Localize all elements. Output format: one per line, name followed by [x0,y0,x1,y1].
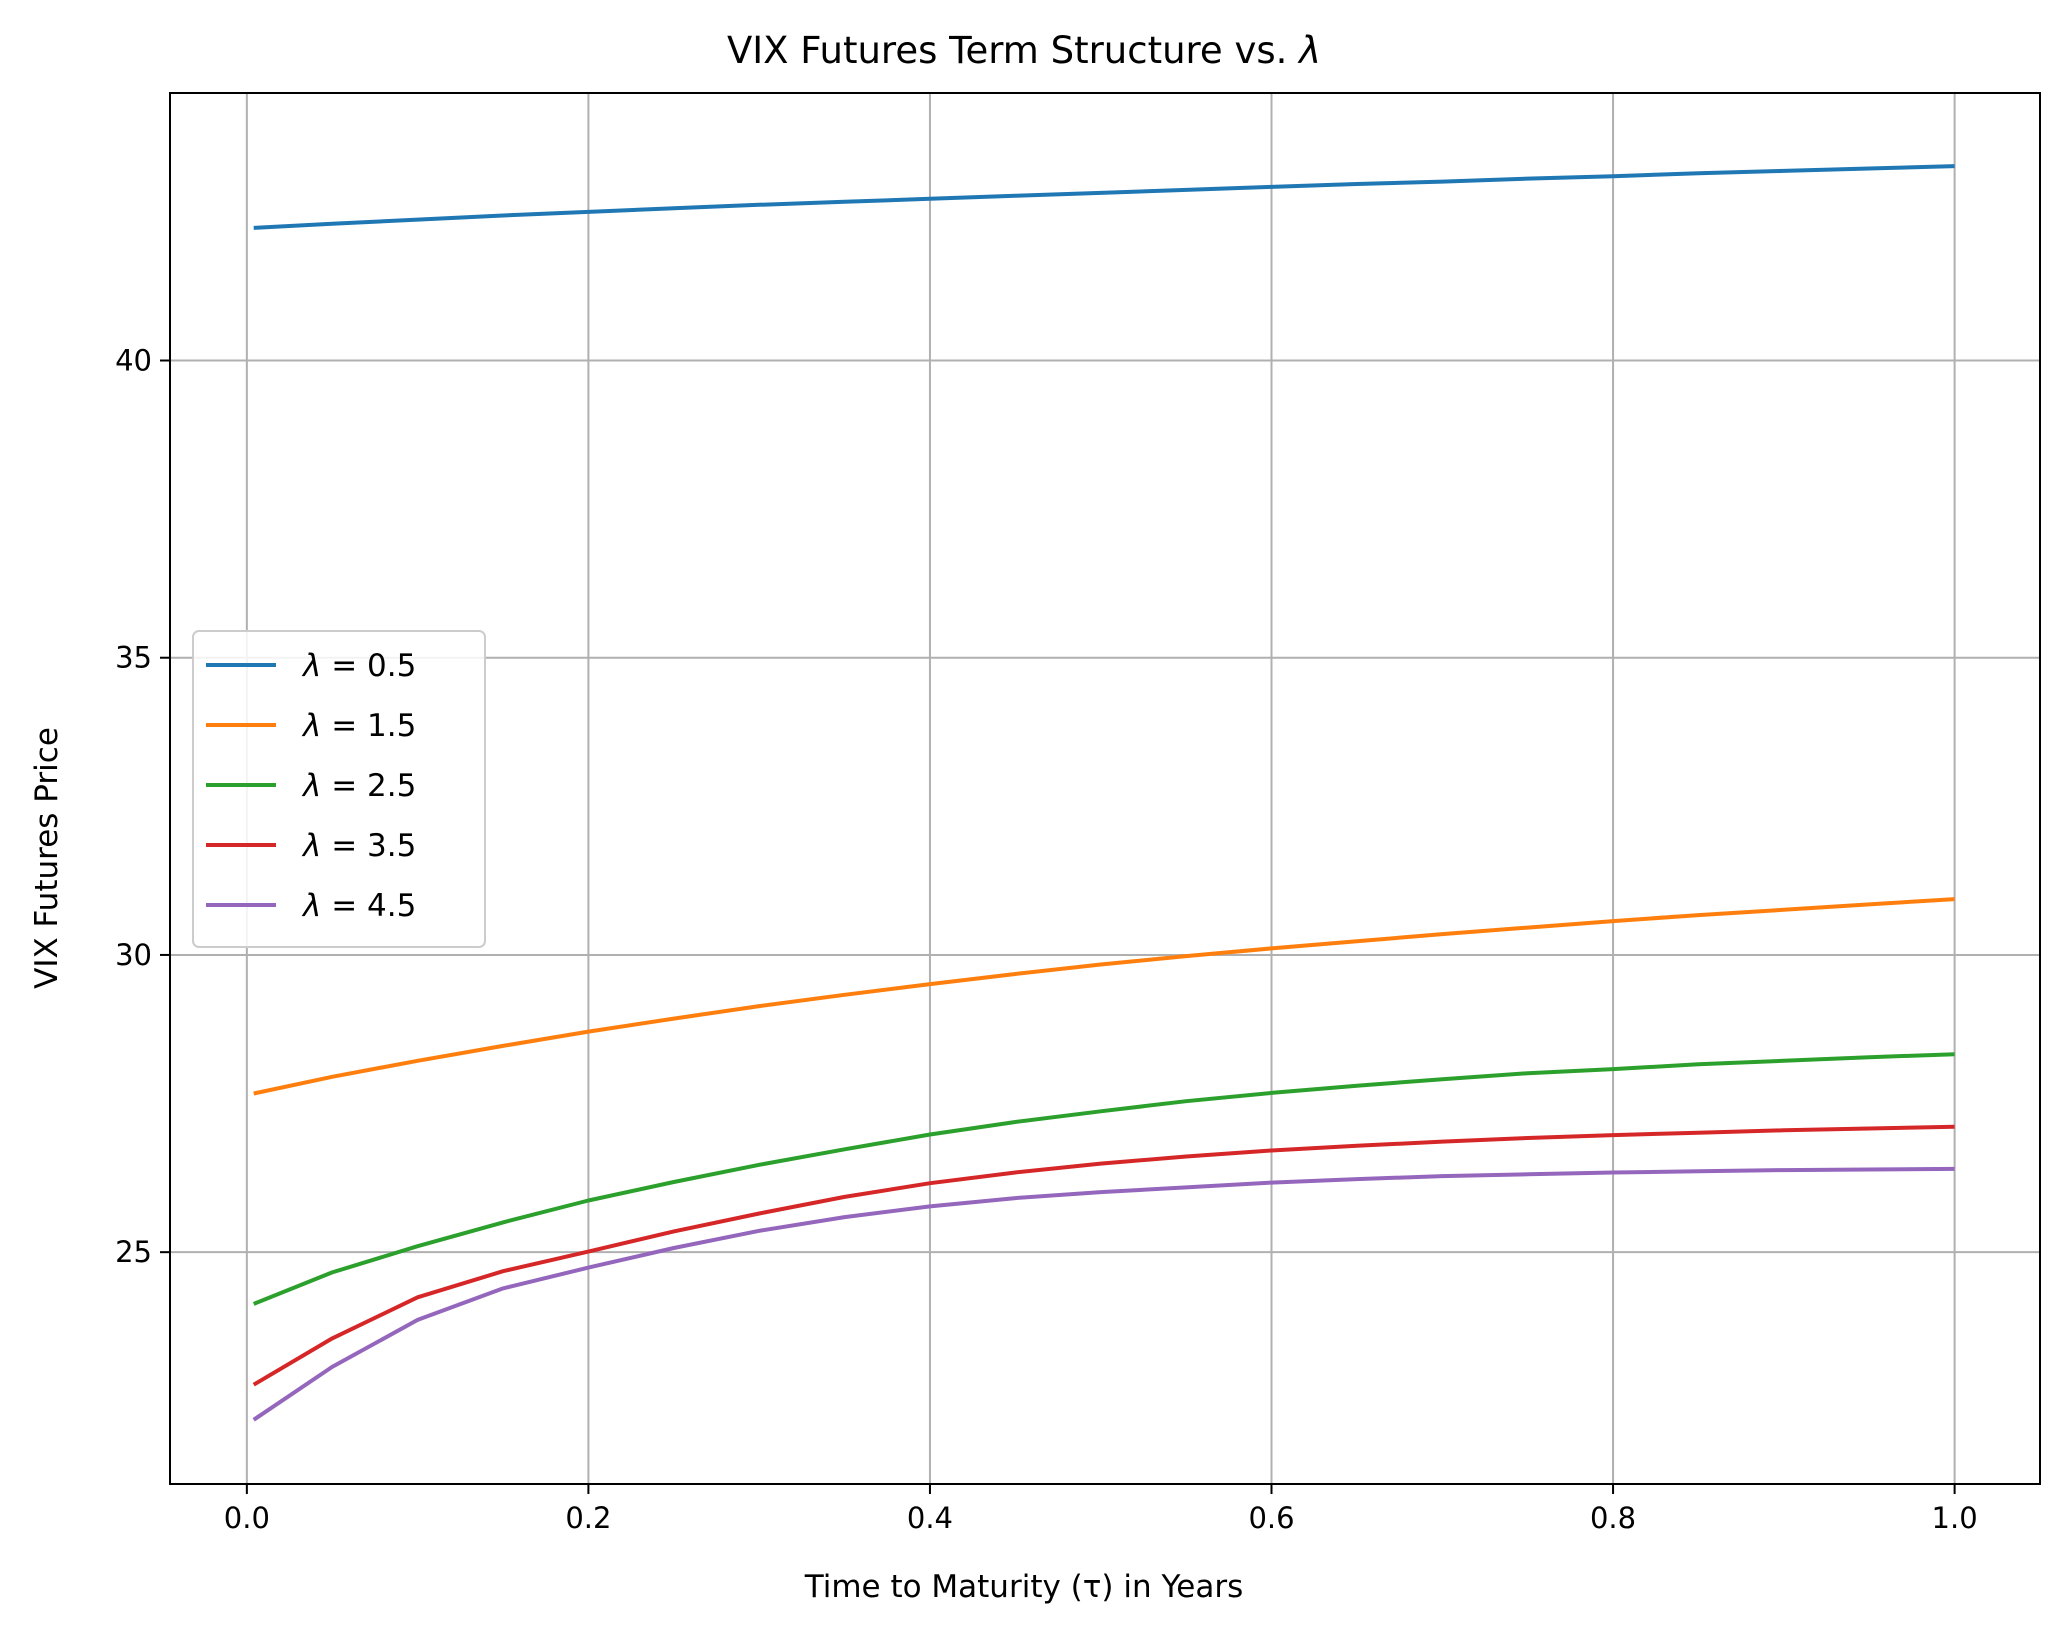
x-tick-label: 0.0 [224,1501,270,1535]
legend-entry-eq: = [321,828,367,864]
plot-frame [169,92,2041,1485]
chart-title: VIX Futures Term Structure vs. λ [727,29,1321,72]
series-line-0 [253,164,1955,230]
y-tick-label: 40 [115,344,152,378]
chart-title-symbol: λ [1297,29,1321,72]
legend-entry-value: 3.5 [367,828,416,864]
y-tick-label: 30 [115,938,152,972]
x-tick-label: 0.8 [1590,1501,1636,1535]
legend-entry-value: 2.5 [367,768,416,804]
legend-entry-symbol: λ [301,828,321,864]
series-line-1 [253,897,1955,1096]
x-tick-label: 0.2 [565,1501,611,1535]
series-line-2 [252,1052,1955,1306]
legend-entry-eq: = [321,768,367,804]
series-line-3 [252,1124,1955,1387]
legend-entry-eq: = [321,648,367,684]
x-tick-label: 0.6 [1248,1501,1294,1535]
plot-lines [252,164,1955,1422]
x-tick-label: 0.4 [907,1501,953,1535]
legend-box [192,630,486,948]
x-tick-label: 1.0 [1932,1501,1978,1535]
x-axis-label: Time to Maturity (τ) in Years [804,1569,1244,1605]
legend-entry-symbol: λ [301,708,321,744]
y-axis-label: VIX Futures Price [29,727,65,989]
legend-entry-symbol: λ [301,648,321,684]
series-line-4 [252,1166,1955,1422]
legend-entry-value: 0.5 [367,648,416,684]
legend-entry: λ = 3.5 [301,828,416,864]
legend-entry: λ = 4.5 [301,888,416,924]
legend-entry-value: 1.5 [367,708,416,744]
legend-entry: λ = 2.5 [301,768,416,804]
legend-entry-value: 4.5 [367,888,416,924]
legend: λ = 0.5λ = 1.5λ = 2.5λ = 3.5λ = 4.5 [192,630,486,948]
legend-entry: λ = 1.5 [301,708,416,744]
legend-entry-eq: = [321,888,367,924]
legend-entry: λ = 0.5 [301,648,416,684]
legend-entry-eq: = [321,708,367,744]
legend-entry-symbol: λ [301,768,321,804]
y-tick-label: 35 [115,641,152,675]
y-tick-label: 25 [115,1235,152,1269]
legend-entry-symbol: λ [301,888,321,924]
chart-title-main: VIX Futures Term Structure vs. [727,29,1299,72]
axis-ticks: 0.0 0.2 0.4 0.6 0.8 1.0 25 30 35 40 [115,344,1978,1536]
